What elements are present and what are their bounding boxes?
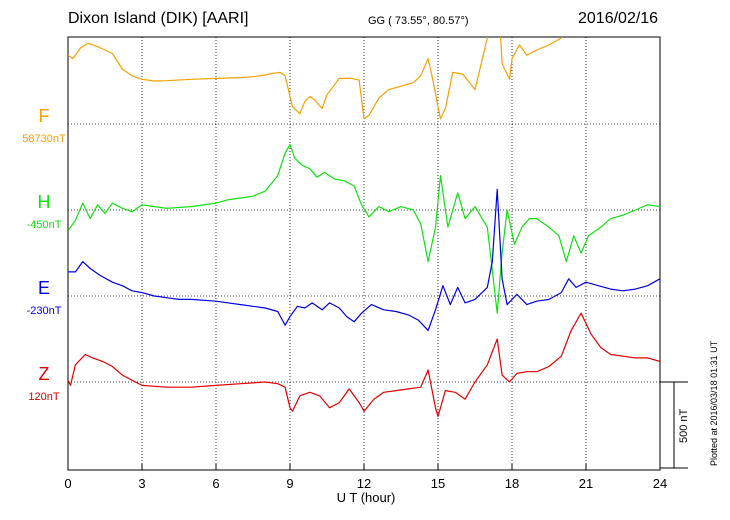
series-H-baseline-value: -450nT [27, 219, 62, 231]
station-title: Dixon Island (DIK) [AARI] [68, 10, 249, 27]
series-F-line [68, 37, 563, 120]
series-F-baseline-value: 58730nT [22, 133, 66, 145]
x-tick-label-3: 3 [138, 476, 145, 491]
x-tick-label-6: 6 [212, 476, 219, 491]
x-tick-label-24: 24 [653, 476, 667, 491]
series-H-name: H [38, 192, 51, 212]
x-tick-label-0: 0 [64, 476, 71, 491]
series-Z-name: Z [39, 364, 50, 384]
series-E-baseline-value: -230nT [27, 305, 62, 317]
series-E-line [68, 188, 660, 331]
x-tick-label-15: 15 [431, 476, 445, 491]
scale-bar [660, 381, 688, 469]
series-E-name: E [38, 278, 50, 298]
series-Z-line [68, 312, 660, 417]
x-tick-label-9: 9 [286, 476, 293, 491]
series-lines [68, 37, 660, 417]
series-labels: F 58730nT H -450nT E -230nT Z 120nT [22, 106, 66, 403]
plotted-timestamp: Plotted at 2016/03/18 01:31 UT [709, 340, 719, 466]
series-F-name: F [39, 106, 50, 126]
grid-lines [141, 37, 587, 470]
scale-bar-label: 500 nT [678, 408, 690, 443]
x-tick-label-12: 12 [357, 476, 371, 491]
x-axis-label: U T (hour) [337, 490, 396, 505]
x-tick-label-18: 18 [505, 476, 519, 491]
series-Z-baseline-value: 120nT [28, 391, 59, 403]
series-H-line [68, 144, 660, 314]
x-tick-label-21: 21 [579, 476, 593, 491]
geographic-coords: GG ( 73.55°, 80.57°) [368, 15, 469, 27]
x-axis-ticks: 0 3 6 9 12 15 18 21 24 [64, 464, 667, 491]
chart-date: 2016/02/16 [578, 10, 659, 27]
